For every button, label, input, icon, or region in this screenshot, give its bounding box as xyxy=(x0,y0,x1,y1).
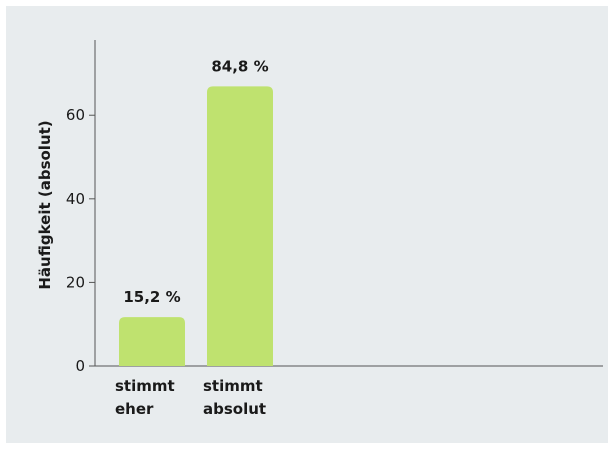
y-tick-label: 20 xyxy=(66,273,85,291)
data-label-0: 15,2 % xyxy=(123,288,180,306)
chart-panel xyxy=(6,6,608,443)
y-tick-label: 40 xyxy=(66,190,85,208)
category-label-1: stimmt xyxy=(203,377,263,395)
category-label-0: stimmt xyxy=(115,377,175,395)
y-axis-title: Häufigkeit (absolut) xyxy=(36,120,54,289)
bar-0 xyxy=(119,317,185,366)
category-label-0: eher xyxy=(115,400,154,418)
category-label-1: absolut xyxy=(203,400,266,418)
y-tick-label: 60 xyxy=(66,106,85,124)
data-label-1: 84,8 % xyxy=(211,57,268,75)
bar-1 xyxy=(207,86,273,367)
y-tick-label: 0 xyxy=(75,357,85,375)
